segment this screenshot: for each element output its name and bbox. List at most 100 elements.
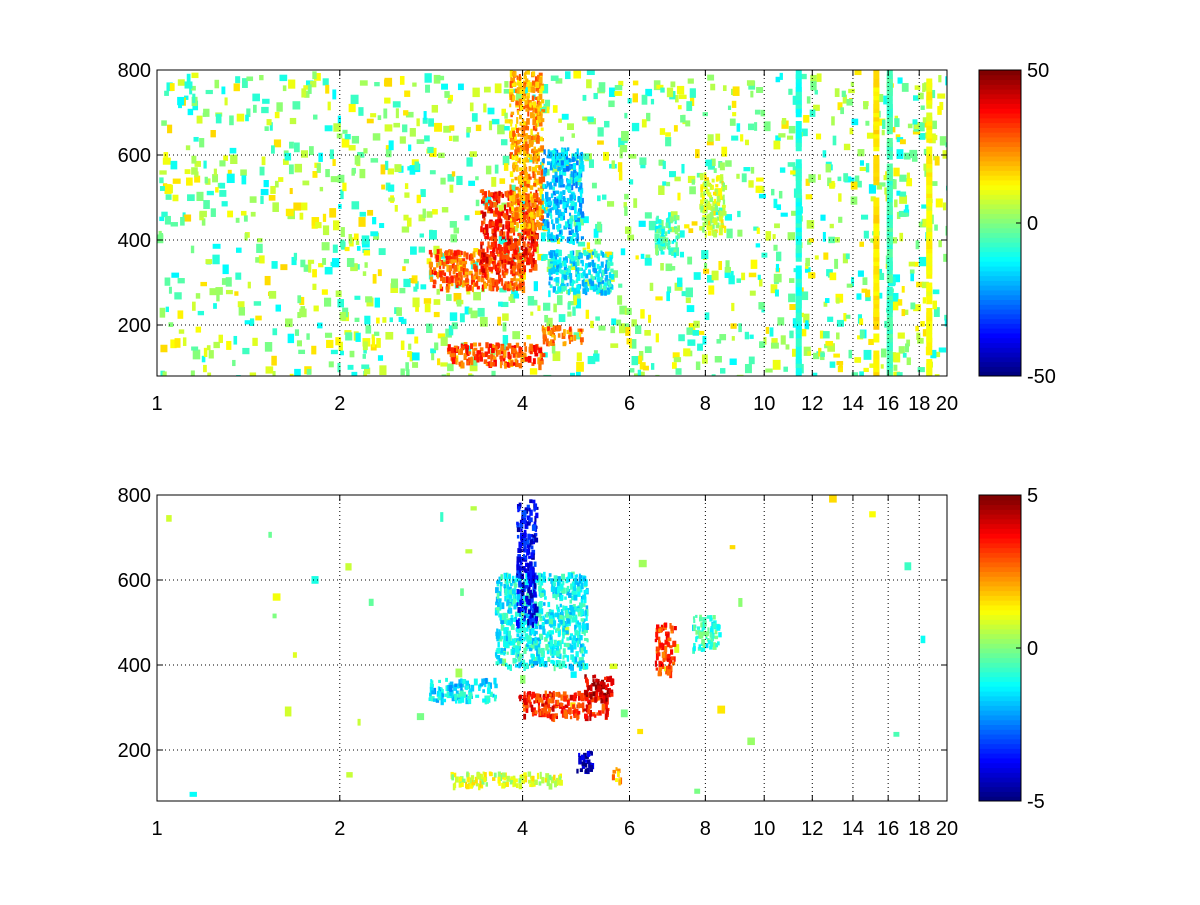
heatmap-cell — [325, 169, 330, 177]
heatmap-cell — [470, 151, 477, 157]
heatmap-cell — [904, 562, 911, 570]
heatmap-cell — [388, 184, 394, 191]
heatmap-cell — [434, 123, 442, 132]
heatmap-cell — [476, 125, 481, 131]
heatmap-cell — [560, 620, 563, 624]
heatmap-cell — [720, 192, 722, 199]
heatmap-cell — [586, 79, 592, 88]
heatmap-cell — [416, 118, 419, 126]
heatmap-cell — [789, 304, 796, 310]
heatmap-cell — [517, 535, 519, 539]
heatmap-cell — [715, 356, 722, 362]
colorbar-swatch — [979, 70, 1021, 75]
heatmap-cell — [314, 306, 319, 312]
heatmap-cell — [548, 281, 550, 285]
heatmap-cell — [543, 149, 545, 154]
colorbar-swatch — [979, 300, 1021, 305]
heatmap-cell — [773, 360, 781, 370]
heatmap-cell — [543, 171, 545, 175]
heatmap-cell — [574, 207, 577, 213]
heatmap-cell — [489, 261, 491, 266]
x-tick-label: 14 — [842, 393, 864, 415]
heatmap-cell — [850, 178, 854, 183]
heatmap-cell — [776, 252, 781, 262]
heatmap-cell — [203, 161, 206, 169]
heatmap-cell — [559, 268, 561, 273]
heatmap-cell — [519, 256, 522, 260]
colorbar-swatch — [979, 295, 1021, 300]
heatmap-cell — [731, 271, 734, 280]
heatmap-cell — [555, 191, 559, 194]
heatmap-cell — [549, 264, 553, 268]
heatmap-cell — [502, 269, 504, 275]
heatmap-cell — [894, 118, 899, 127]
heatmap-cell — [479, 780, 481, 787]
heatmap-cell — [522, 119, 524, 123]
heatmap-cell — [553, 304, 557, 313]
heatmap-cell — [482, 212, 486, 217]
heatmap-cell — [468, 308, 472, 314]
heatmap-cell — [669, 171, 676, 177]
heatmap-cell — [251, 212, 256, 217]
heatmap-cell — [906, 178, 912, 186]
heatmap-cell — [553, 261, 556, 265]
heatmap-cell — [863, 368, 868, 372]
heatmap-cell — [502, 660, 504, 664]
heatmap-cell — [796, 83, 802, 92]
heatmap-cell — [559, 314, 566, 322]
heatmap-cell — [558, 250, 562, 256]
heatmap-cell — [300, 213, 304, 220]
heatmap-cell — [777, 204, 781, 210]
heatmap-cell — [943, 202, 946, 210]
heatmap-cell — [805, 258, 810, 266]
heatmap-cell — [529, 103, 531, 106]
heatmap-cell — [467, 777, 469, 783]
heatmap-cell — [717, 202, 720, 206]
heatmap-cell — [456, 690, 459, 693]
heatmap-cell — [259, 255, 265, 263]
heatmap-cell — [489, 267, 493, 272]
heatmap-cell — [572, 306, 575, 315]
heatmap-cell — [526, 96, 529, 99]
heatmap-cell — [499, 205, 504, 212]
heatmap-cell — [921, 204, 926, 208]
heatmap-cell — [676, 368, 682, 375]
heatmap-cell — [618, 779, 620, 785]
heatmap-cell — [873, 79, 879, 88]
heatmap-cell — [203, 200, 210, 209]
heatmap-cell — [466, 127, 471, 133]
heatmap-cell — [333, 220, 339, 230]
heatmap-cell — [439, 271, 442, 278]
heatmap-cell — [579, 577, 581, 583]
heatmap-cell — [548, 269, 551, 275]
heatmap-cell — [639, 221, 646, 227]
colorbar-swatch — [979, 180, 1021, 185]
heatmap-cell — [674, 177, 680, 182]
heatmap-cell — [607, 262, 610, 268]
heatmap-cell — [873, 206, 879, 215]
heatmap-cell — [495, 652, 497, 656]
heatmap-cell — [498, 275, 501, 279]
heatmap-cell — [486, 228, 489, 235]
heatmap-cell — [484, 236, 486, 239]
heatmap-cell — [586, 310, 589, 319]
heatmap-cell — [526, 601, 529, 604]
colorbar-tick-label: -50 — [1027, 366, 1056, 388]
heatmap-cell — [731, 136, 738, 141]
heatmap-cell — [345, 563, 351, 570]
heatmap-cell — [451, 234, 457, 242]
heatmap-cell — [580, 664, 583, 669]
heatmap-cell — [497, 317, 501, 326]
heatmap-cell — [511, 206, 514, 211]
heatmap-cell — [383, 109, 387, 119]
heatmap-cell — [361, 364, 369, 368]
heatmap-cell — [892, 179, 896, 189]
heatmap-cell — [478, 775, 481, 780]
heatmap-cell — [506, 776, 510, 782]
heatmap-cell — [873, 249, 879, 258]
heatmap-cell — [582, 595, 584, 600]
heatmap-cell — [365, 296, 372, 302]
heatmap-cell — [486, 166, 491, 175]
heatmap-cell — [358, 719, 361, 726]
heatmap-cell — [766, 231, 772, 241]
